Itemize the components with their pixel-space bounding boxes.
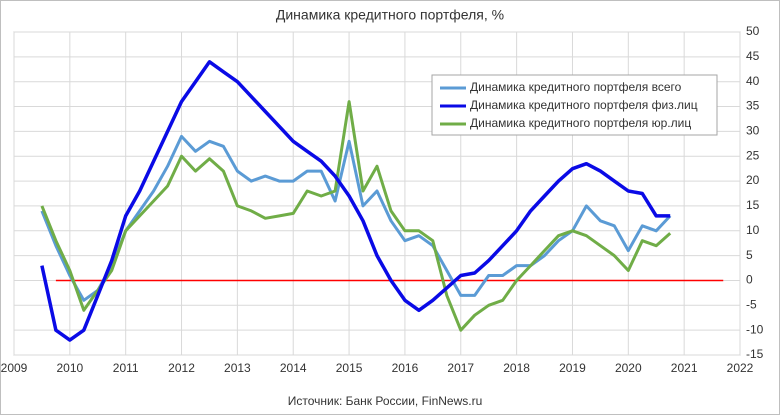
x-tick-label: 2022 [727,361,754,375]
y-tick-label: 20 [746,173,760,187]
x-tick-label: 2021 [671,361,698,375]
x-tick-label: 2016 [392,361,419,375]
y-tick-label: 40 [746,74,760,88]
x-tick-label: 2011 [113,361,139,375]
y-tick-label: 50 [746,24,760,38]
series-line [40,100,672,332]
x-tick-label: 2019 [559,361,586,375]
chart-title: Динамика кредитного портфеля, % [276,7,504,23]
legend-box [431,74,718,136]
x-tick-label: 2015 [336,361,363,375]
x-tick-label: 2013 [224,361,251,375]
x-tick-label: 2014 [280,361,307,375]
legend-label: Динамика кредитного портфеля физ.лиц [470,98,698,112]
y-tick-label: 15 [746,198,760,212]
x-tick-label: 2018 [503,361,530,375]
source: Источник: Банк России, FinNews.ru [288,394,483,408]
y-tick-label: 35 [746,99,760,113]
x-tick-label: 2012 [168,361,195,375]
x-tick-label: 2020 [615,361,642,375]
y-tick-label: 45 [746,49,760,63]
series-line [40,60,671,342]
x-tick-label: 2009 [1,361,28,375]
y-tick-label: -15 [746,347,764,361]
y-tick-label: 25 [746,148,760,162]
series-line [40,134,672,302]
legend-label: Динамика кредитного портфеля юр.лиц [470,116,691,130]
legend-label: Динамика кредитного портфеля всего [470,80,682,94]
y-tick-label: 0 [746,273,753,287]
x-tick-label: 2017 [447,361,474,375]
y-tick-label: 30 [746,124,760,138]
y-tick-label: -10 [746,322,764,336]
x-tick-label: 2010 [56,361,83,375]
y-tick-label: 10 [746,223,760,237]
y-tick-label: 5 [746,248,753,262]
y-tick-label: -5 [746,297,757,311]
